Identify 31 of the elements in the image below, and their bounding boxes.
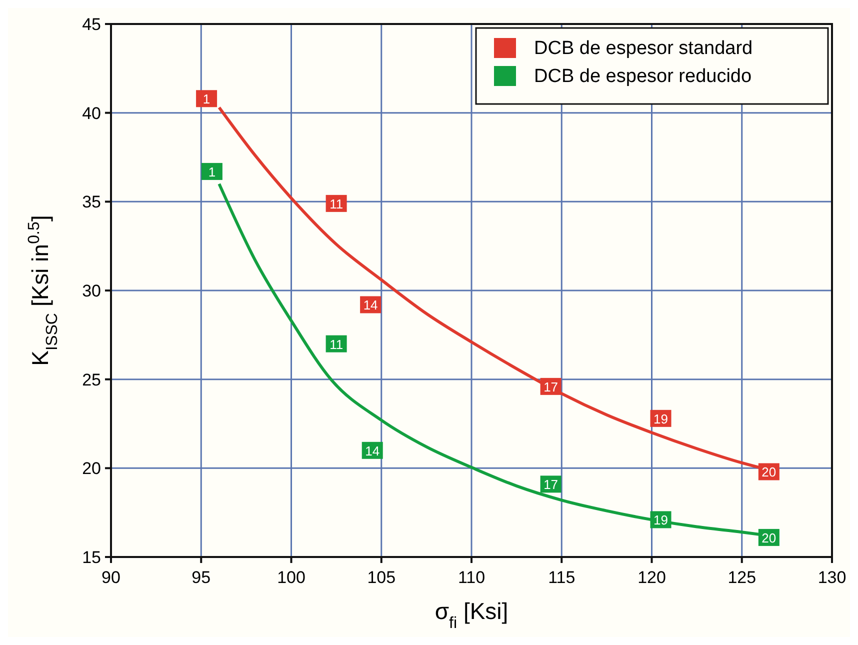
x-tick-label: 115 — [548, 568, 576, 587]
annotation: 20 — [762, 530, 776, 546]
annotation: 11 — [330, 196, 344, 212]
legend-label: DCB de espesor standard — [534, 38, 753, 59]
y-tick-label: 15 — [82, 548, 101, 567]
annotation: 11 — [330, 336, 344, 352]
y-tick-label: 30 — [82, 282, 101, 300]
y-tick-label: 45 — [82, 15, 101, 34]
annotation: 17 — [544, 379, 558, 394]
annotation: 19 — [654, 512, 668, 528]
y-tick-label: 20 — [82, 459, 101, 478]
legend-label: DCB de espesor reducido — [534, 66, 752, 87]
annotation: 20 — [762, 464, 776, 480]
x-tick-label: 110 — [458, 568, 486, 587]
x-tick-label: 95 — [192, 568, 211, 587]
x-tick-label: 125 — [728, 568, 756, 587]
annotation: 19 — [654, 411, 668, 426]
x-tick-label: 90 — [102, 568, 120, 587]
y-tick-label: 25 — [82, 370, 101, 390]
x-tick-label: 130 — [818, 568, 846, 587]
x-tick-label: 105 — [367, 568, 396, 587]
x-axis-title: σ$_{fi}$ [Ksi] — [434, 598, 508, 632]
x-tick-label: 120 — [638, 568, 666, 587]
x-tick-label: 100 — [277, 568, 306, 587]
annotation: 1 — [202, 92, 210, 107]
annotation: 14 — [365, 443, 380, 458]
y-tick-label: 40 — [82, 104, 101, 123]
annotation: 17 — [544, 477, 558, 492]
annotation: 14 — [363, 298, 378, 313]
y-tick-label: 35 — [82, 192, 101, 212]
annotation: 1 — [208, 164, 216, 180]
